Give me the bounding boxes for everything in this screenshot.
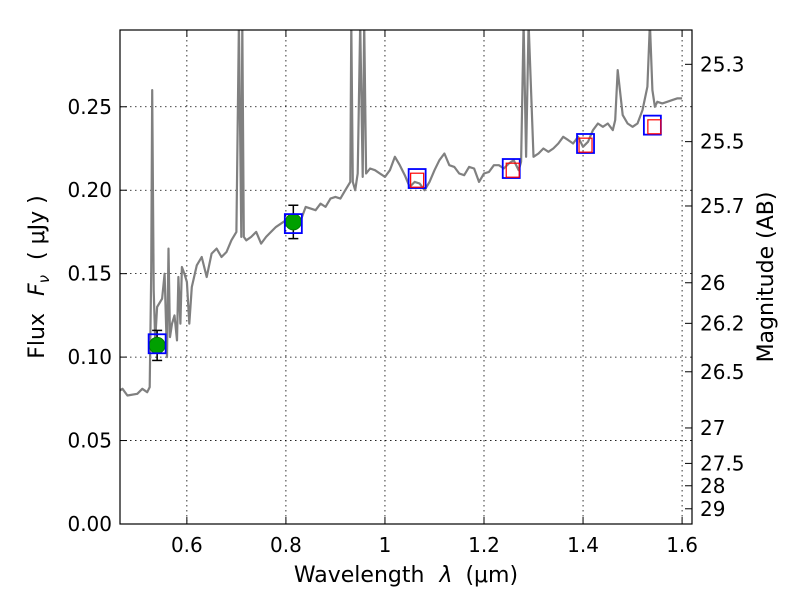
magnitude-tick-label: 25.5 <box>700 130 745 154</box>
model-box-red <box>505 162 520 178</box>
x-tick-label: 0.8 <box>270 533 302 557</box>
y-tick-label: 0.25 <box>67 95 112 119</box>
y-tick-label: 0.15 <box>67 262 112 286</box>
magnitude-tick-label: 26.2 <box>700 311 745 335</box>
model-boxes-red <box>410 119 662 188</box>
model-box-red <box>578 137 593 153</box>
photometry-point <box>284 213 302 231</box>
magnitude-tick-label: 27.5 <box>700 451 745 475</box>
model-box-red <box>410 172 425 188</box>
model-boxes-blue <box>147 114 662 355</box>
x-axis-label: Wavelength λ (μm) <box>294 563 518 588</box>
x-tick-label: 1.6 <box>666 533 698 557</box>
model-box-blue <box>576 133 595 154</box>
y-tick-label: 0.20 <box>67 178 112 202</box>
magnitude-tick-label: 27 <box>700 416 725 440</box>
magnitude-tick-label: 28 <box>700 474 725 498</box>
model-box-blue <box>147 333 167 355</box>
magnitude-tick-label: 25.7 <box>700 194 745 218</box>
magnitude-tick-label: 29 <box>700 497 725 521</box>
model-box-blue <box>407 168 427 189</box>
x-axis-ticks: 0.6 0.8 1 1.2 1.4 1.6 <box>171 30 698 557</box>
model-box-red <box>647 119 662 135</box>
photometry-circles <box>148 213 302 354</box>
model-box-blue <box>283 213 303 234</box>
plot-frame <box>119 29 693 525</box>
photometry-point <box>148 336 166 354</box>
model-spectrum-line <box>120 30 683 397</box>
magnitude-tick-label: 26.5 <box>700 360 745 384</box>
magnitude-tick-label: 25.3 <box>700 52 745 76</box>
x-tick-label: 1.4 <box>567 533 599 557</box>
x-tick-label: 0.6 <box>171 533 203 557</box>
y-axis-ticks: 0.00 0.05 0.10 0.15 0.20 0.25 <box>67 95 127 536</box>
x-tick-label: 1 <box>379 533 392 557</box>
y-tick-label: 0.05 <box>67 429 112 453</box>
magnitude-tick-label: 26 <box>700 271 725 295</box>
x-tick-label: 1.2 <box>468 533 500 557</box>
magnitude-axis-label: Magnitude (AB) <box>754 192 779 363</box>
model-box-blue <box>642 114 662 136</box>
y-axis-label: Flux Fν ( μJy ) <box>25 195 55 358</box>
y-tick-label: 0.10 <box>67 345 112 369</box>
y-tick-label: 0.00 <box>67 512 112 536</box>
error-bars <box>152 204 299 362</box>
